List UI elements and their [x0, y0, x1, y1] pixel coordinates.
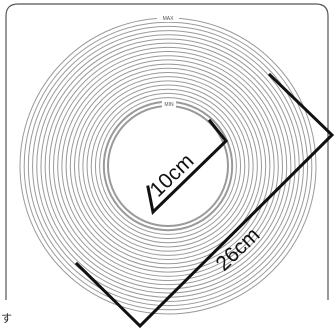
coil-ring — [48, 46, 288, 286]
coil-ring — [94, 92, 242, 240]
inner-dimension — [146, 118, 229, 215]
coil-ring — [86, 84, 250, 248]
max-label-bg — [157, 14, 179, 22]
frame-border — [5, 3, 329, 300]
outer-dimension-line — [74, 72, 334, 328]
coil-ring — [23, 21, 313, 311]
coil-ring — [78, 76, 258, 256]
min-label-bg — [162, 100, 176, 108]
outer-dimension — [74, 72, 334, 328]
coil-ring — [61, 59, 275, 273]
coil-ring — [82, 80, 254, 252]
coil-ring — [65, 63, 271, 269]
coil-ring — [44, 42, 292, 290]
inner-dimension-line — [146, 118, 229, 215]
coil-ring — [32, 30, 304, 302]
corner-character: す — [1, 312, 12, 325]
coil-ring — [53, 51, 283, 281]
coil-ring — [69, 67, 267, 265]
coil-ring — [27, 25, 309, 307]
coil-ring — [90, 88, 246, 244]
coil-ring — [99, 97, 237, 235]
max-label: MAX — [163, 16, 175, 22]
coil-rings — [19, 17, 317, 315]
coil-ring — [73, 71, 263, 261]
min-label: MIN — [164, 102, 174, 108]
coil-ring — [40, 38, 296, 294]
coil-ring — [57, 55, 279, 277]
